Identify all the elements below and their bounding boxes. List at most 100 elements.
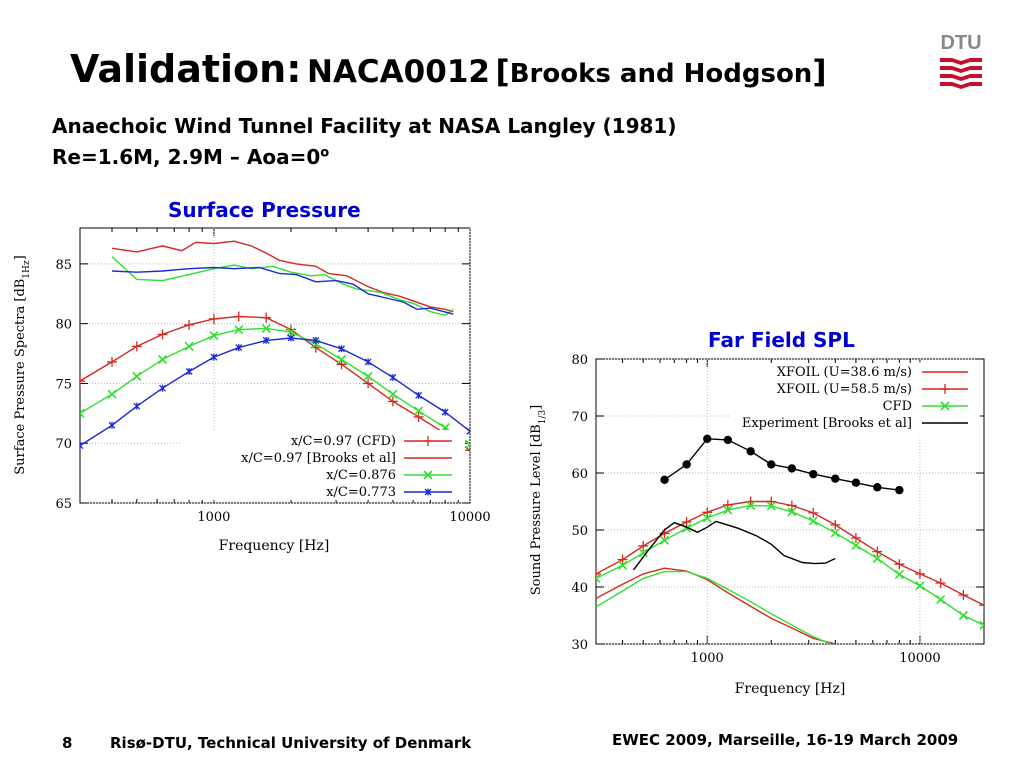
c0-series-4-point bbox=[466, 427, 470, 435]
c0-series-4-point bbox=[185, 367, 193, 375]
c1-series-2-point bbox=[915, 581, 925, 591]
c0-series-0-point bbox=[363, 378, 374, 389]
c1-series-2-point bbox=[979, 620, 984, 630]
c1-series-1-point bbox=[786, 500, 797, 511]
c0-series-2-point bbox=[157, 354, 168, 365]
c0-series-0-point bbox=[80, 376, 85, 387]
c1-series-1-point bbox=[958, 589, 969, 600]
c0-series-0-point bbox=[413, 411, 424, 422]
logo-stripe bbox=[940, 66, 982, 73]
c0-series-5-line bbox=[111, 266, 454, 315]
c1-legend-label: Experiment [Brooks et al] bbox=[742, 416, 912, 431]
c1-legend-label: XFOIL (U=58.5 m/s) bbox=[777, 382, 912, 397]
c1-series-2-point bbox=[851, 540, 861, 550]
c1-series-1-point bbox=[766, 496, 777, 507]
c1-y-tick-label: 40 bbox=[571, 581, 588, 596]
c0-series-4-point bbox=[80, 442, 84, 450]
c1-y-axis-label-end: ] bbox=[529, 405, 544, 410]
c0-series-2-point bbox=[465, 439, 470, 449]
far-field-spl-heading: Far Field SPL bbox=[708, 328, 855, 352]
c0-series-4-point bbox=[133, 402, 141, 410]
c0-series-4-point bbox=[108, 421, 116, 429]
c1-series-1-point bbox=[702, 507, 713, 518]
c1-y-axis-label-sub: 1/3 bbox=[538, 410, 548, 425]
c0-y-tick-label: 70 bbox=[55, 437, 72, 452]
c1-series-1-point bbox=[722, 499, 733, 510]
subtitle-conditions: Re=1.6M, 2.9M – Aoa=0o bbox=[52, 145, 329, 169]
c1-legend-marker bbox=[940, 384, 950, 394]
c1-y-tick-label: 70 bbox=[571, 410, 588, 425]
c1-legend: XFOIL (U=38.6 m/s) XFOIL (U=58.5 m/s) CFD E… bbox=[730, 363, 980, 435]
dtu-logo: DTU bbox=[938, 30, 984, 96]
c0-y-tick-label: 85 bbox=[55, 258, 72, 273]
c0-series-0-line bbox=[80, 315, 470, 451]
c0-y-axis-label-main: Surface Pressure Spectra [dB bbox=[13, 279, 28, 475]
c0-legend-label: x/C=0.97 [Brooks et al] bbox=[241, 451, 396, 466]
c0-y-axis-label: Surface Pressure Spectra [dB1Hz] bbox=[13, 255, 32, 474]
c0-series-2-point bbox=[107, 389, 117, 399]
c1-legend-marker bbox=[940, 401, 950, 411]
c1-series-5-point bbox=[809, 469, 818, 479]
logo-stripes-icon bbox=[940, 58, 982, 89]
c1-series-2-point bbox=[638, 548, 648, 558]
c1-series-5-point bbox=[851, 478, 861, 487]
c1-x-tick-label: 10000 bbox=[899, 651, 940, 666]
c1-series-2-point bbox=[830, 528, 840, 538]
c0-y-tick-label: 65 bbox=[55, 497, 72, 512]
c0-series-0-point bbox=[336, 359, 347, 370]
c1-y-axis-label: Sound Pressure Level [dB1/3] bbox=[529, 405, 548, 596]
c1-series-2-point bbox=[746, 500, 756, 511]
c1-series-5-point bbox=[660, 475, 669, 485]
c0-series-4-point bbox=[159, 384, 166, 392]
title-close-bracket: ] bbox=[812, 54, 827, 90]
c1-series-1-point bbox=[979, 600, 984, 611]
c0-series-4-point bbox=[415, 391, 423, 399]
logo-stripe bbox=[940, 82, 982, 89]
c1-series-2-point bbox=[808, 516, 818, 526]
c0-series-4-point bbox=[312, 336, 320, 344]
c0-legend-marker bbox=[423, 470, 433, 480]
degree-superscript: o bbox=[320, 145, 330, 161]
c0-series-4-point bbox=[262, 336, 270, 344]
c1-series-3-line bbox=[596, 570, 831, 644]
c0-legend-marker bbox=[424, 488, 432, 496]
c0-series-0-point bbox=[131, 341, 142, 352]
c1-y-tick-label: 30 bbox=[571, 638, 588, 653]
c1-series-5-point bbox=[746, 447, 755, 456]
c1-series-5-point bbox=[703, 434, 712, 443]
c1-series-1-point bbox=[914, 568, 925, 579]
c1-series-2-point bbox=[659, 535, 670, 545]
c1-series-1-point bbox=[596, 568, 601, 579]
c0-series-2-point bbox=[363, 371, 373, 381]
title-open-bracket: [ bbox=[495, 54, 510, 90]
c1-series-2-point bbox=[702, 513, 712, 523]
c1-legend-label: CFD bbox=[883, 399, 912, 414]
c1-series-2-point bbox=[872, 553, 882, 564]
c0-series-0-point bbox=[157, 329, 168, 340]
c0-series-0-point bbox=[233, 311, 244, 322]
c0-series-2-point bbox=[184, 341, 194, 351]
c0-series-0-point bbox=[208, 313, 219, 324]
logo-stripe bbox=[940, 74, 982, 81]
c0-series-4-point bbox=[441, 408, 449, 416]
title-main: Validation: bbox=[70, 47, 302, 91]
c1-series-1-point bbox=[681, 517, 692, 528]
c1-x-axis-label: Frequency [Hz] bbox=[735, 681, 846, 697]
c1-series-1-point bbox=[894, 559, 905, 570]
c0-legend-label: x/C=0.97 (CFD) bbox=[291, 434, 396, 449]
c1-series-5-point bbox=[895, 485, 904, 495]
c1-series-1-point bbox=[850, 532, 861, 543]
c1-y-tick-label: 50 bbox=[571, 524, 588, 539]
dtu-logo-text: DTU bbox=[940, 32, 981, 54]
c1-series-5-point bbox=[787, 464, 797, 473]
c1-y-tick-label: 60 bbox=[571, 467, 588, 482]
c0-series-4-point bbox=[235, 344, 243, 352]
c0-series-0-point bbox=[387, 396, 398, 407]
c0-series-2-point bbox=[336, 354, 347, 365]
c0-x-tick-label: 1000 bbox=[197, 510, 230, 525]
c0-y-tick-label: 80 bbox=[55, 318, 72, 333]
c0-series-2-point bbox=[234, 325, 244, 335]
c1-y-axis-label-main: Sound Pressure Level [dB bbox=[529, 424, 544, 595]
dtu-logo-graphic: DTU bbox=[940, 32, 982, 89]
title-model: NACA0012 bbox=[307, 54, 490, 90]
